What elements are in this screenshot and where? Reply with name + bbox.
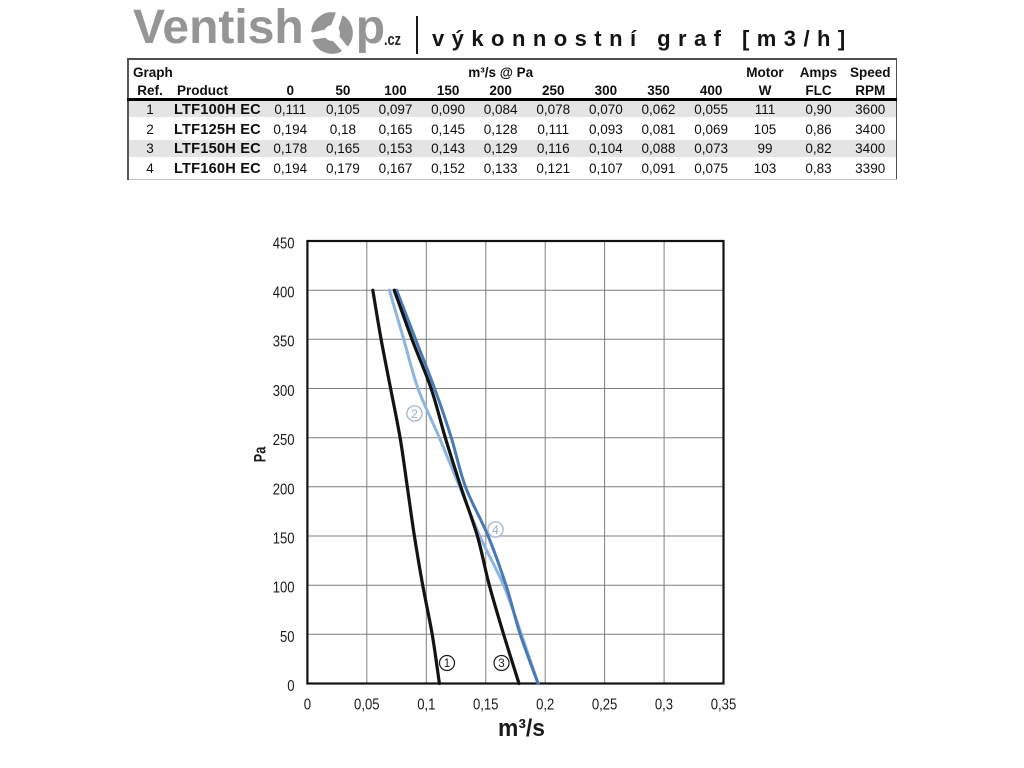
svg-text:0,3: 0,3	[655, 696, 673, 713]
svg-text:150: 150	[273, 530, 295, 547]
svg-text:50: 50	[280, 629, 295, 646]
svg-text:400: 400	[273, 285, 295, 302]
svg-text:0: 0	[287, 678, 295, 695]
svg-text:100: 100	[273, 580, 295, 597]
svg-text:300: 300	[273, 383, 295, 400]
svg-text:1: 1	[444, 658, 450, 670]
svg-text:m³/s: m³/s	[498, 715, 545, 742]
svg-text:0,35: 0,35	[711, 696, 737, 713]
svg-text:0,1: 0,1	[417, 696, 435, 713]
svg-text:Pa: Pa	[251, 446, 270, 462]
svg-text:0,05: 0,05	[354, 696, 380, 713]
svg-text:0,2: 0,2	[536, 696, 554, 713]
svg-text:0,15: 0,15	[473, 696, 499, 713]
svg-text:200: 200	[273, 481, 295, 498]
svg-text:3: 3	[498, 658, 504, 670]
svg-text:2: 2	[411, 407, 418, 421]
svg-text:0,25: 0,25	[592, 696, 618, 713]
svg-text:4: 4	[492, 523, 499, 537]
svg-text:450: 450	[273, 235, 295, 252]
svg-text:250: 250	[273, 432, 295, 449]
svg-text:350: 350	[273, 334, 295, 351]
svg-text:0: 0	[304, 696, 312, 713]
